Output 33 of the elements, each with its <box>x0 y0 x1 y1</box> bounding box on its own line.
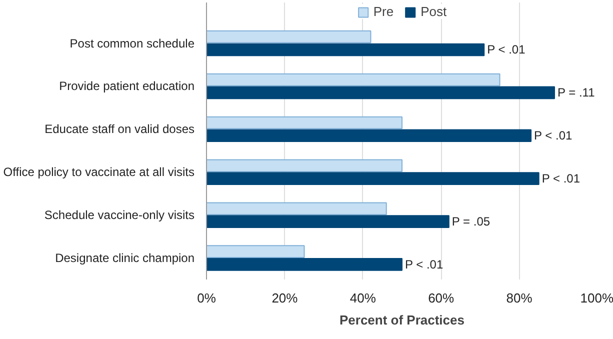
x-tick-label: 20% <box>272 290 298 306</box>
bar <box>206 159 402 172</box>
bar <box>206 86 555 100</box>
x-tick-label: 60% <box>428 290 455 306</box>
annotation: P < .01 <box>405 257 444 272</box>
bar <box>206 129 532 142</box>
legend-label: Pre <box>373 4 394 19</box>
bar <box>206 116 402 130</box>
y-tick-label: Schedule vaccine-only visits <box>44 208 195 222</box>
y-tick-label: Provide patient education <box>59 79 195 94</box>
annotation: P = .11 <box>557 86 596 100</box>
bar <box>206 73 500 86</box>
x-tick-label: 0% <box>197 290 216 306</box>
y-tick-label: Post common schedule <box>70 36 195 50</box>
y-tick-label: Designate clinic champion <box>55 251 194 266</box>
annotation: P = .05 <box>452 214 490 229</box>
annotation: P < .01 <box>534 128 572 143</box>
bar <box>206 43 485 56</box>
x-tick-label: 100% <box>580 290 613 306</box>
y-tick-label: Office policy to vaccinate at all visits <box>3 165 195 180</box>
bar <box>206 30 372 44</box>
legend-label: Post <box>420 4 447 19</box>
annotation: P < .01 <box>487 42 526 57</box>
bar <box>206 202 387 216</box>
y-tick-label: Educate staff on valid doses <box>44 122 195 136</box>
x-tick-label: 80% <box>506 290 533 306</box>
annotation: P < .01 <box>542 172 580 186</box>
bar <box>206 172 540 186</box>
bar <box>206 245 305 258</box>
bar <box>206 215 450 228</box>
x-tick-label: 40% <box>350 290 376 306</box>
x-axis-title: Percent of Practices <box>340 312 465 328</box>
bar <box>206 258 402 271</box>
